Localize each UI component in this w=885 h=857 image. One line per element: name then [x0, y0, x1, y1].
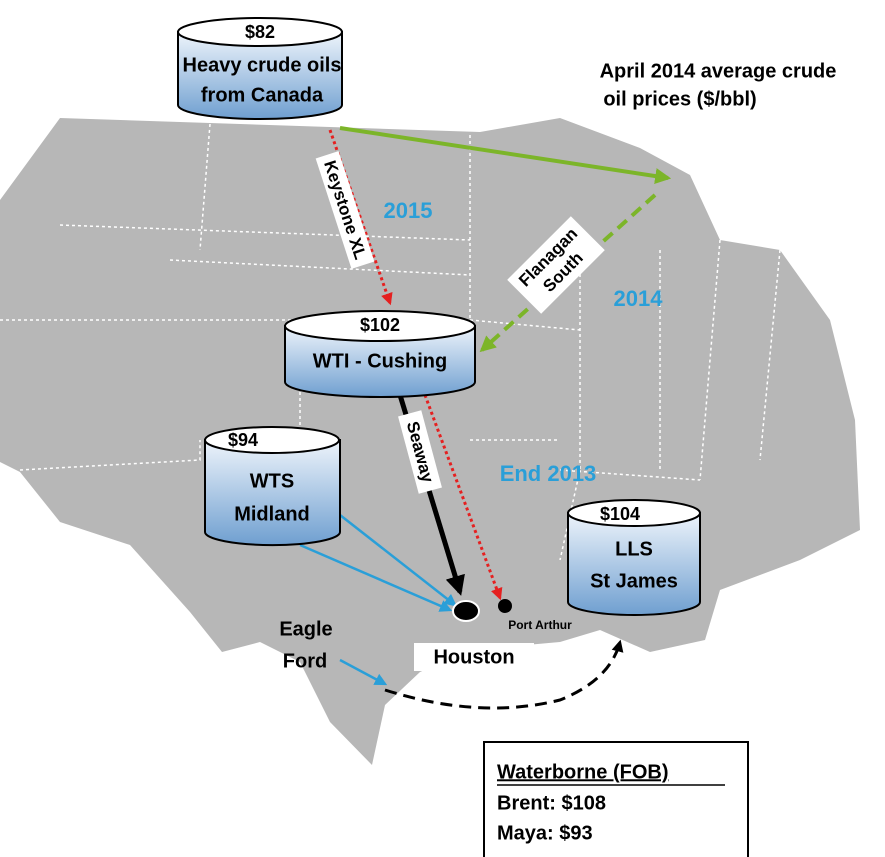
box-heading: Waterborne (FOB)	[497, 761, 668, 783]
hub-name: Midland	[234, 503, 310, 525]
waterborne-box: Waterborne (FOB) Brent: $108 Maya: $93	[483, 741, 749, 857]
place-name: Port Arthur	[508, 618, 572, 632]
box-line: Brent: $108	[497, 792, 606, 814]
hub-name: WTI - Cushing	[313, 350, 447, 372]
hub-name: LLS	[615, 538, 653, 560]
box-line: Maya: $93	[497, 822, 593, 844]
hub-midland: $94 WTS Midland	[204, 426, 341, 547]
seaway-label: Seaway	[398, 410, 442, 494]
title: oil prices ($/bbl)	[603, 88, 756, 110]
hub-name: St James	[590, 570, 678, 592]
pipeline-year: End 2013	[500, 461, 597, 486]
houston-bg	[414, 643, 534, 671]
price: $82	[245, 22, 275, 42]
place-name: Eagle	[279, 618, 332, 640]
hub-name: from Canada	[201, 84, 324, 106]
hub-st-james: $104 LLS St James	[567, 499, 701, 616]
hub-name: Heavy crude oils	[183, 54, 342, 76]
hub-canada: $82 Heavy crude oils from Canada	[177, 17, 343, 120]
place-name: Ford	[283, 650, 327, 672]
hub-cushing: $102 WTI - Cushing	[284, 310, 476, 398]
hub-name: WTS	[250, 470, 294, 492]
pipeline-year: 2014	[614, 286, 664, 311]
price: $104	[600, 504, 640, 524]
place-name: Houston	[433, 646, 514, 668]
title: April 2014 average crude	[600, 60, 837, 82]
price: $102	[360, 315, 400, 335]
pipeline-year: 2015	[384, 198, 433, 223]
price: $94	[228, 430, 258, 450]
